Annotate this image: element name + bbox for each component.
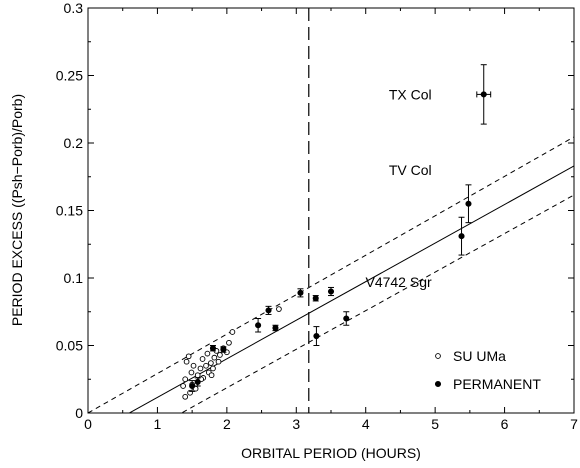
y-tick-label: 0.05 bbox=[56, 338, 83, 354]
su-uma-point bbox=[276, 306, 282, 312]
points-layer bbox=[180, 64, 492, 400]
y-tick-label: 0.25 bbox=[56, 68, 83, 84]
permanent-point bbox=[297, 289, 304, 296]
su-uma-point bbox=[208, 372, 215, 379]
permanent-point bbox=[272, 324, 279, 332]
su-uma-point bbox=[208, 360, 214, 366]
permanent-point bbox=[480, 91, 487, 98]
legend-label: SU UMa bbox=[453, 348, 506, 364]
su-uma-point bbox=[215, 358, 222, 365]
fit-line bbox=[128, 165, 574, 413]
y-tick-label: 0.15 bbox=[56, 203, 83, 219]
star-label: V4742 Sgr bbox=[365, 274, 431, 290]
y-axis-label: PERIOD EXCESS ((Psh−Porb)/Porb) bbox=[9, 94, 25, 326]
x-tick-label: 0 bbox=[84, 416, 92, 432]
su-uma-point bbox=[182, 393, 189, 400]
permanent-point bbox=[255, 322, 262, 329]
y-tick-label: 0.1 bbox=[64, 270, 84, 286]
permanent-point bbox=[465, 200, 472, 207]
permanent-point bbox=[189, 382, 196, 390]
x-axis-label: ORBITAL PERIOD (HOURS) bbox=[241, 445, 421, 461]
permanent-point bbox=[327, 288, 335, 295]
y-tick-label: 0.2 bbox=[64, 135, 84, 151]
su-uma-point bbox=[180, 383, 186, 389]
su-uma-point bbox=[183, 358, 190, 365]
legend-marker bbox=[435, 353, 441, 359]
su-uma-point bbox=[203, 362, 209, 369]
su-uma-point bbox=[217, 352, 223, 358]
su-uma-point bbox=[229, 329, 236, 335]
su-uma-point bbox=[226, 339, 232, 346]
su-uma-point bbox=[211, 354, 218, 361]
permanent-point bbox=[343, 315, 350, 322]
star-label: TV Col bbox=[389, 162, 432, 178]
lines-layer bbox=[88, 8, 574, 413]
su-uma-point bbox=[199, 356, 206, 362]
bound-line-1 bbox=[180, 194, 574, 413]
x-tick-label: 2 bbox=[223, 416, 231, 432]
su-uma-point bbox=[204, 350, 211, 357]
su-uma-point bbox=[197, 365, 204, 372]
permanent-point bbox=[194, 378, 201, 386]
star-label: TX Col bbox=[389, 86, 432, 102]
permanent-point bbox=[313, 332, 320, 340]
annotations-layer: TX Col TV Col V4742 Sgr bbox=[365, 86, 431, 290]
su-uma-point bbox=[182, 376, 189, 383]
su-uma-point bbox=[194, 372, 201, 379]
bound-line-0 bbox=[88, 136, 574, 413]
y-tick-label: 0 bbox=[75, 405, 83, 421]
x-tick-label: 3 bbox=[292, 416, 300, 432]
x-tick-label: 7 bbox=[570, 416, 578, 432]
permanent-point bbox=[265, 307, 272, 314]
su-uma-point bbox=[188, 369, 195, 376]
legend-marker bbox=[434, 380, 442, 388]
x-tick-label: 1 bbox=[154, 416, 162, 432]
su-uma-point bbox=[185, 353, 192, 360]
permanent-point bbox=[458, 233, 465, 240]
su-uma-point bbox=[210, 365, 216, 372]
ticks-layer: 0 1 2 3 4 5 6 7 0 0.05 0.1 0.15 0.2 0.25 0.3 bbox=[56, 0, 578, 432]
permanent-point bbox=[312, 295, 319, 302]
x-tick-label: 6 bbox=[501, 416, 509, 432]
legend-label: PERMANENT bbox=[453, 376, 541, 392]
x-tick-label: 4 bbox=[362, 416, 370, 432]
legend: SU UMa PERMANENT bbox=[434, 348, 541, 392]
permanent-point bbox=[220, 346, 227, 353]
permanent-point bbox=[209, 345, 217, 352]
x-tick-label: 5 bbox=[431, 416, 439, 432]
y-tick-label: 0.3 bbox=[64, 0, 84, 16]
su-uma-point bbox=[190, 362, 197, 369]
